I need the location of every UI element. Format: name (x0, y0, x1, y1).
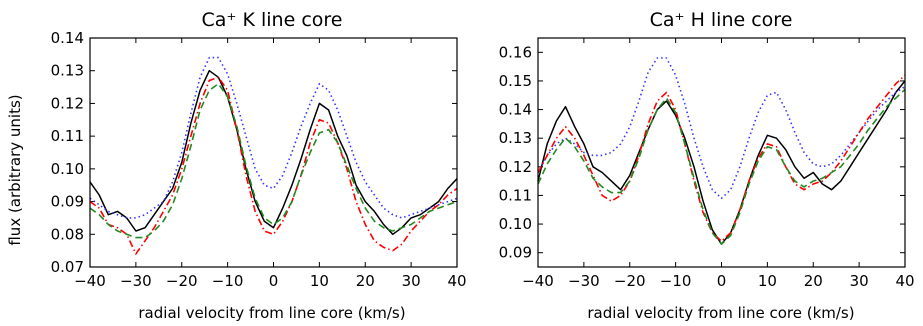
y-tick-label: 0.15 (499, 72, 532, 90)
x-tick-label: 0 (269, 272, 279, 290)
y-tick-label: 0.16 (499, 43, 532, 61)
x-tick-label: 20 (804, 272, 823, 290)
x-tick-label: 30 (402, 272, 421, 290)
series-line-solid (89, 69, 458, 236)
plot-frame-k-line (89, 37, 458, 268)
ticks-h-line: −40 −30 −20 −10 0 10 20 30 40 0.09 0.10 0.11 0.12 0.1… (499, 38, 915, 290)
y-tick-label: 0.13 (499, 129, 532, 147)
y-tick-label: 0.14 (51, 29, 84, 47)
y-tick-label: 0.11 (51, 127, 84, 145)
series-line-dotted (537, 57, 906, 200)
y-tick-label: 0.13 (51, 62, 84, 80)
x-tick-label: 40 (895, 272, 914, 290)
panel-k-line: Ca⁺ K line core flux (arbitrary units) r… (6, 9, 467, 322)
x-tick-label: −40 (74, 272, 106, 290)
series-line-solid (537, 80, 906, 245)
y-tick-label: 0.08 (51, 225, 84, 243)
y-tick-label: 0.10 (499, 215, 532, 233)
series-k-line (89, 56, 458, 255)
series-h-line (537, 57, 906, 245)
x-tick-label: −40 (522, 272, 554, 290)
x-tick-label: −30 (120, 272, 152, 290)
y-tick-label: 0.10 (51, 160, 84, 178)
x-tick-label: −20 (166, 272, 198, 290)
y-tick-label: 0.14 (499, 101, 532, 119)
chart-title-h-line: Ca⁺ H line core (650, 9, 793, 31)
x-tick-label: 30 (850, 272, 869, 290)
series-line-dotted (89, 56, 458, 219)
series-line-dashed (537, 88, 906, 245)
y-tick-label: 0.09 (51, 193, 84, 211)
panel-h-line: Ca⁺ H line core radial velocity from lin… (499, 9, 915, 322)
y-axis-label: flux (arbitrary units) (6, 94, 24, 245)
chart-title-k-line: Ca⁺ K line core (202, 9, 343, 31)
series-line-dashed (89, 83, 458, 239)
x-tick-label: 0 (717, 272, 727, 290)
series-line-dashdot (89, 76, 458, 255)
x-axis-label-h-line: radial velocity from line core (km/s) (587, 304, 854, 322)
x-tick-label: 10 (758, 272, 777, 290)
y-tick-label: 0.09 (499, 244, 532, 262)
y-tick-label: 0.12 (499, 158, 532, 176)
x-tick-label: −10 (212, 272, 244, 290)
x-tick-label: −10 (660, 272, 692, 290)
ticks-k-line: −40 −30 −20 −10 0 10 20 30 40 0.07 0.08 0.09 0.10 0.1… (51, 29, 467, 290)
plot-frame-h-line (537, 37, 906, 268)
y-tick-label: 0.11 (499, 186, 532, 204)
series-line-dashdot (537, 74, 906, 242)
x-tick-label: 20 (356, 272, 375, 290)
x-axis-label-k-line: radial velocity from line core (km/s) (138, 304, 405, 322)
x-tick-label: −30 (568, 272, 600, 290)
y-tick-label: 0.12 (51, 94, 84, 112)
y-tick-label: 0.07 (51, 258, 84, 276)
x-tick-label: 40 (447, 272, 466, 290)
x-tick-label: −20 (614, 272, 646, 290)
x-tick-label: 10 (310, 272, 329, 290)
